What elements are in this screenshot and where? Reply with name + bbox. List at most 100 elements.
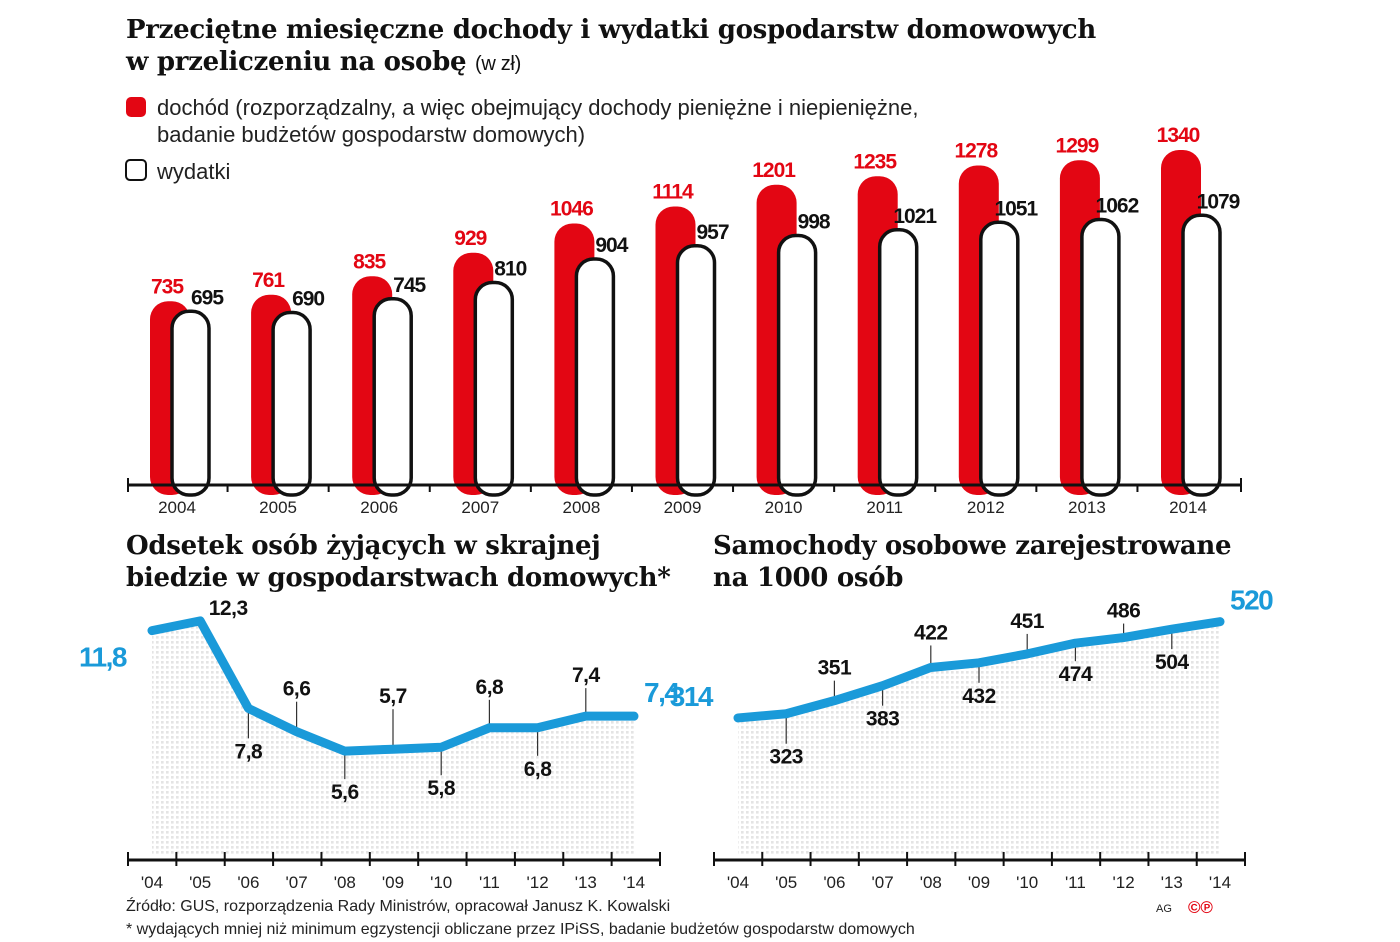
- x-tick-label: '10: [430, 873, 452, 892]
- bar-expenses-label: 1062: [1096, 195, 1139, 218]
- data-label: 7,4: [644, 677, 680, 708]
- data-label: 5,7: [379, 685, 407, 708]
- x-tick-label: '13: [575, 873, 597, 892]
- x-tick-label: '06: [237, 873, 259, 892]
- x-tick-label: 2008: [562, 498, 600, 517]
- bar-income-label: 761: [252, 269, 285, 292]
- legend-swatch-expenses: [125, 159, 147, 181]
- x-tick-label: '09: [968, 873, 990, 892]
- data-label: 520: [1230, 585, 1273, 616]
- data-label: 5,8: [427, 777, 456, 800]
- area-fill: [738, 621, 1220, 855]
- x-tick-label: 2006: [360, 498, 398, 517]
- x-tick-label: '12: [527, 873, 549, 892]
- bar-income-label: 1046: [550, 198, 593, 221]
- bar-expenses-label: 957: [696, 221, 728, 244]
- x-tick-label: 2014: [1169, 498, 1207, 517]
- data-label: 351: [818, 657, 852, 680]
- bar-expenses: [271, 310, 312, 497]
- poverty-chart-title: Odsetek osób żyjących w skrajnej biedzie…: [126, 530, 671, 594]
- x-tick-label: '04: [141, 873, 163, 892]
- x-tick-label: 2009: [664, 498, 702, 517]
- x-tick-label: 2010: [765, 498, 803, 517]
- data-label: 12,3: [209, 597, 248, 620]
- bar-expenses-label: 1051: [994, 197, 1038, 220]
- x-tick-label: '14: [1209, 873, 1231, 892]
- bar-expenses-label: 695: [191, 286, 224, 309]
- legend-income: dochód (rozporządzalny, a więc obejmując…: [157, 94, 919, 148]
- poverty-title-line2: biedzie w gospodarstwach domowych*: [126, 563, 671, 593]
- legend-income-line1: dochód (rozporządzalny, a więc obejmując…: [157, 95, 919, 120]
- bar-expenses-label: 904: [595, 234, 628, 257]
- data-label: 504: [1155, 651, 1189, 674]
- bar-expenses-label: 1079: [1197, 190, 1240, 213]
- x-tick-label: '07: [872, 873, 894, 892]
- bar-income-label: 1340: [1157, 124, 1200, 147]
- bar-income-label: 735: [151, 275, 184, 298]
- bar-income-label: 1114: [652, 181, 694, 204]
- poverty-title-line1: Odsetek osób żyjących w skrajnej: [126, 531, 601, 561]
- copyright-mark: ©℗: [1188, 898, 1214, 917]
- bar-expenses: [1080, 217, 1121, 497]
- x-tick-label: '10: [1016, 873, 1038, 892]
- bar-expenses: [979, 220, 1020, 497]
- x-tick-label: 2012: [967, 498, 1005, 517]
- data-label: 6,8: [476, 676, 505, 699]
- data-label: 11,8: [79, 642, 127, 673]
- bar-expenses-label: 998: [798, 211, 831, 234]
- bar-income-label: 835: [353, 250, 386, 273]
- bar-expenses-label: 1021: [893, 205, 937, 228]
- bar-income-label: 1201: [752, 159, 796, 182]
- main-title-line2: w przeliczeniu na osobę: [126, 47, 467, 77]
- x-tick-label: 2004: [158, 498, 196, 517]
- cars-title-line2: na 1000 osób: [713, 563, 904, 593]
- data-label: 7,4: [572, 664, 601, 687]
- bar-expenses: [776, 233, 818, 497]
- bar-expenses-label: 745: [393, 274, 426, 297]
- data-label: 474: [1059, 663, 1093, 686]
- x-tick-label: '04: [727, 873, 749, 892]
- x-tick-label: 2005: [259, 498, 297, 517]
- data-label: 323: [769, 746, 803, 769]
- x-tick-label: '05: [189, 873, 211, 892]
- cars-title-line1: Samochody osobowe zarejestrowane: [713, 531, 1232, 561]
- bar-income-label: 1235: [853, 150, 897, 173]
- data-label: 314: [670, 681, 714, 712]
- bar-expenses: [473, 280, 515, 497]
- main-title-unit: (w zł): [474, 53, 521, 75]
- bar-expenses-label: 810: [494, 258, 526, 281]
- legend-income-line2: badanie budżetów gospodarstw domowych): [157, 122, 586, 147]
- footnote: * wydających mniej niż minimum egzystenc…: [126, 921, 915, 938]
- data-label: 6,6: [283, 678, 311, 701]
- x-tick-label: '06: [823, 873, 845, 892]
- bar-income-label: 929: [454, 227, 486, 250]
- bar-expenses: [877, 228, 919, 497]
- data-line: [147, 616, 639, 756]
- data-label: 5,6: [331, 781, 359, 804]
- data-label: 486: [1107, 600, 1141, 623]
- data-label: 451: [1010, 610, 1044, 633]
- legend-expenses: wydatki: [157, 159, 231, 184]
- source-note: Źródło: GUS, rozporządzenia Rady Ministr…: [126, 898, 671, 915]
- area-fill: [152, 620, 634, 855]
- legend-swatch-income: [126, 97, 146, 117]
- x-tick-label: '05: [775, 873, 797, 892]
- cars-chart-title: Samochody osobowe zarejestrowane na 1000…: [713, 530, 1232, 594]
- bar-expenses-label: 690: [292, 288, 324, 311]
- x-tick-label: '09: [382, 873, 404, 892]
- main-title: Przeciętne miesięczne dochody i wydatki …: [126, 14, 1096, 80]
- x-tick-label: 2007: [461, 498, 499, 517]
- bar-expenses: [372, 297, 413, 497]
- data-label: 7,8: [235, 740, 264, 763]
- bar-expenses: [1181, 213, 1222, 497]
- x-tick-label: '08: [334, 873, 356, 892]
- x-tick-label: 2013: [1068, 498, 1106, 517]
- bar-expenses: [170, 309, 211, 497]
- main-title-line1: Przeciętne miesięczne dochody i wydatki …: [126, 15, 1096, 45]
- bar-expenses: [675, 244, 717, 497]
- bar-income-label: 1278: [954, 140, 998, 163]
- author-initials: AG: [1156, 903, 1172, 915]
- data-line: [733, 617, 1225, 723]
- x-tick-label: '11: [479, 873, 500, 892]
